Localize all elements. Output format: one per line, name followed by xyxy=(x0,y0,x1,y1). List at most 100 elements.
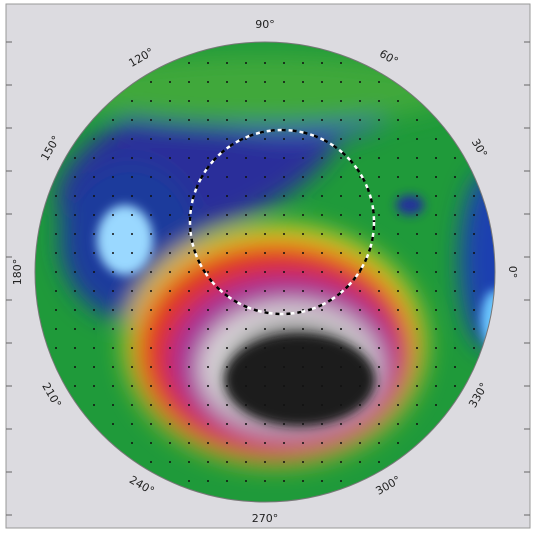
dot xyxy=(169,290,171,292)
dot xyxy=(283,214,285,216)
dot xyxy=(74,385,76,387)
dot xyxy=(359,252,361,254)
dot xyxy=(473,214,475,216)
dot xyxy=(207,119,209,121)
dot xyxy=(55,347,57,349)
dot xyxy=(74,252,76,254)
dot xyxy=(321,252,323,254)
dot xyxy=(321,100,323,102)
dot xyxy=(93,252,95,254)
dot xyxy=(226,233,228,235)
dot xyxy=(283,347,285,349)
dot xyxy=(416,195,418,197)
dot xyxy=(378,214,380,216)
dot xyxy=(226,461,228,463)
dot xyxy=(435,214,437,216)
angle-label: 0° xyxy=(506,266,519,279)
dot xyxy=(207,157,209,159)
dot xyxy=(188,81,190,83)
dot xyxy=(321,233,323,235)
dot xyxy=(150,461,152,463)
dot xyxy=(435,328,437,330)
dot xyxy=(378,176,380,178)
dot xyxy=(207,347,209,349)
dot xyxy=(397,252,399,254)
dot xyxy=(340,347,342,349)
dot xyxy=(416,366,418,368)
dot xyxy=(473,195,475,197)
dot xyxy=(321,81,323,83)
dot xyxy=(454,233,456,235)
dot xyxy=(378,385,380,387)
dot xyxy=(131,385,133,387)
dot xyxy=(112,404,114,406)
dot xyxy=(264,461,266,463)
dot xyxy=(245,442,247,444)
dot xyxy=(207,309,209,311)
dot xyxy=(169,81,171,83)
dot xyxy=(302,328,304,330)
dot xyxy=(150,157,152,159)
dot xyxy=(188,347,190,349)
dot xyxy=(264,442,266,444)
dot xyxy=(283,81,285,83)
dot xyxy=(378,309,380,311)
dot xyxy=(283,290,285,292)
dot xyxy=(340,100,342,102)
dot xyxy=(302,81,304,83)
dot xyxy=(416,138,418,140)
dot xyxy=(112,157,114,159)
dot xyxy=(169,100,171,102)
dot xyxy=(112,119,114,121)
dot xyxy=(150,214,152,216)
dot xyxy=(55,195,57,197)
dot xyxy=(55,214,57,216)
dot xyxy=(55,328,57,330)
dot xyxy=(188,290,190,292)
dot xyxy=(74,233,76,235)
dot xyxy=(435,309,437,311)
dot xyxy=(397,233,399,235)
dot xyxy=(416,233,418,235)
dot xyxy=(112,423,114,425)
dot xyxy=(397,176,399,178)
dot xyxy=(397,347,399,349)
dot xyxy=(169,385,171,387)
dot xyxy=(264,366,266,368)
dot xyxy=(302,195,304,197)
dot xyxy=(74,271,76,273)
dot xyxy=(207,233,209,235)
dot xyxy=(131,309,133,311)
dot xyxy=(74,290,76,292)
dot xyxy=(359,347,361,349)
dot xyxy=(245,252,247,254)
dot xyxy=(340,81,342,83)
dot xyxy=(283,480,285,482)
dot xyxy=(245,480,247,482)
dot xyxy=(188,138,190,140)
dot xyxy=(226,423,228,425)
dot xyxy=(416,423,418,425)
dot xyxy=(74,309,76,311)
angle-label: 180° xyxy=(11,259,24,286)
dot xyxy=(131,366,133,368)
dot xyxy=(454,176,456,178)
dot xyxy=(245,176,247,178)
dot xyxy=(264,271,266,273)
dot xyxy=(340,271,342,273)
dot xyxy=(93,176,95,178)
dot xyxy=(302,138,304,140)
dot xyxy=(473,328,475,330)
dot xyxy=(397,214,399,216)
dot xyxy=(359,81,361,83)
dot xyxy=(340,423,342,425)
dot xyxy=(150,100,152,102)
dot xyxy=(93,233,95,235)
dot xyxy=(74,176,76,178)
dot xyxy=(340,366,342,368)
dot xyxy=(321,366,323,368)
dot xyxy=(169,423,171,425)
dot xyxy=(169,328,171,330)
dot xyxy=(264,62,266,64)
dot xyxy=(188,309,190,311)
